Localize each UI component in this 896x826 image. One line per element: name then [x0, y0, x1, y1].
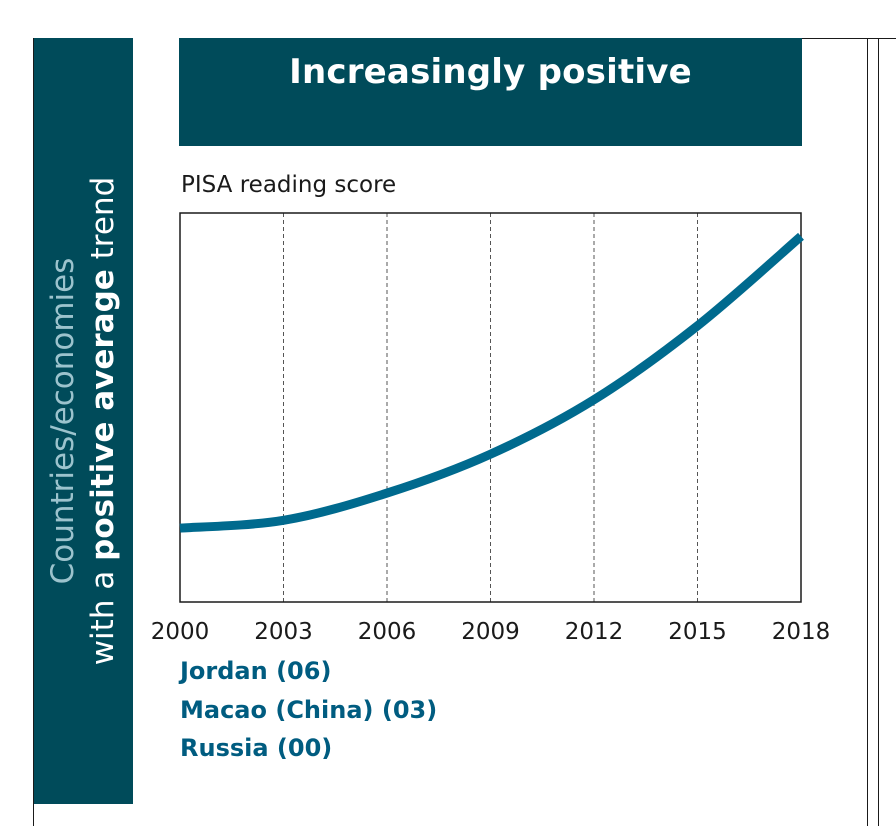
- country-label: Jordan (06): [180, 657, 332, 685]
- trend-line: [179, 232, 804, 533]
- x-tick-label: 2003: [254, 619, 313, 645]
- y-axis-label: PISA reading score: [181, 172, 397, 198]
- x-tick-label: 2000: [151, 619, 210, 645]
- side-panel-line2: with a positive average trend: [83, 41, 123, 801]
- country-label: Russia (00): [180, 734, 333, 762]
- x-tick-label: 2015: [668, 619, 727, 645]
- plot-frame: [179, 212, 802, 603]
- side-panel-line2-suffix: trend: [85, 176, 121, 270]
- chart-header: Increasingly positive: [179, 38, 802, 146]
- side-panel: [34, 38, 133, 804]
- frame-line-right: [867, 38, 868, 826]
- chart-plot: 2000 2003 2006 2009 2012 2015 2018: [151, 212, 831, 645]
- x-tick-label: 2009: [461, 619, 520, 645]
- side-panel-line1: Countries/economies: [45, 257, 81, 585]
- x-tick-label: 2018: [772, 619, 831, 645]
- frame-line-edge: [878, 38, 879, 826]
- country-label: Macao (China) (03): [180, 696, 438, 724]
- frame-line-left: [33, 38, 34, 826]
- side-panel-label: Countries/economies with a positive aver…: [43, 41, 123, 801]
- frame-line-top: [800, 38, 896, 39]
- side-panel-line2-prefix: with a: [85, 560, 121, 666]
- x-tick-label: 2006: [358, 619, 417, 645]
- x-tick-label: 2012: [565, 619, 624, 645]
- side-panel-line2-bold: positive average: [85, 269, 121, 561]
- chart-title: Increasingly positive: [289, 52, 692, 92]
